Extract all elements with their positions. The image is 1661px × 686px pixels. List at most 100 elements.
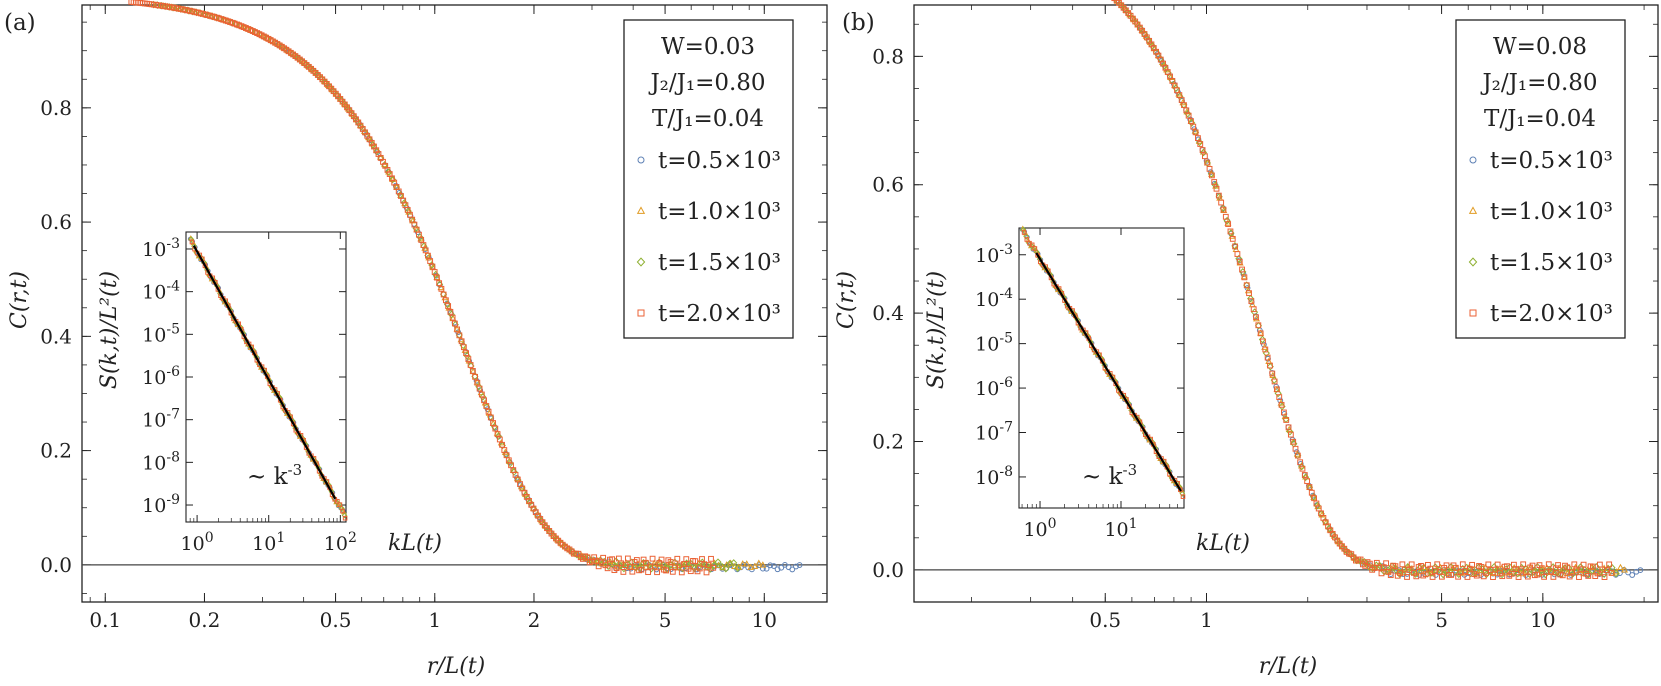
data-point-square	[1285, 424, 1292, 431]
data-point-square	[1550, 573, 1557, 580]
data-point-triangle	[453, 325, 461, 332]
data-point-circle	[1293, 449, 1300, 455]
data-point-diamond	[1490, 562, 1498, 571]
data-point-diamond	[569, 547, 577, 556]
y-tick-label: 0.4	[40, 324, 72, 348]
data-point-diamond	[706, 565, 714, 573]
legend-label-s2: t=1.0×10³	[658, 199, 781, 225]
panel-a-legend: W=0.03 J₂/J₁=0.80 T/J₁=0.04 t=0.5×10³ t=…	[623, 19, 794, 339]
data-point-square	[1280, 409, 1287, 416]
data-point-square	[692, 558, 699, 565]
data-point-square	[1485, 561, 1492, 568]
data-point-square	[629, 568, 636, 575]
data-point-triangle	[1253, 315, 1261, 322]
data-point-square	[1290, 438, 1297, 445]
panel-b-y-ticks: 0.0 0.2 0.4 0.6 0.8	[872, 23, 1658, 603]
data-point-circle	[793, 563, 799, 570]
data-point-square	[1215, 192, 1222, 199]
data-point-square	[638, 566, 645, 573]
data-point-circle	[778, 564, 785, 571]
data-point-square	[1197, 141, 1204, 147]
data-point-square	[1294, 452, 1301, 459]
data-point-square	[494, 431, 501, 437]
data-point-diamond	[1172, 84, 1180, 93]
data-point-square	[654, 569, 660, 576]
data-point-triangle	[747, 563, 755, 570]
inset-point-diamond	[1036, 256, 1043, 263]
inset-point-diamond	[1114, 384, 1121, 391]
data-point-triangle	[449, 314, 457, 322]
data-point-square	[1308, 489, 1315, 496]
inset-point-diamond	[191, 243, 197, 250]
data-point-diamond	[722, 564, 730, 573]
data-point-square	[1529, 562, 1536, 569]
data-point-square	[624, 555, 631, 562]
data-point-square	[1218, 199, 1225, 206]
data-point-square	[1408, 561, 1415, 568]
legend-param-t: T/J₁=0.04	[1484, 106, 1596, 132]
data-point-triangle	[1616, 563, 1624, 571]
data-point-square	[481, 397, 487, 404]
data-point-circle	[763, 565, 770, 572]
inset-point-diamond	[1179, 490, 1186, 497]
inset-point-diamond	[188, 236, 195, 243]
data-point-diamond	[1235, 254, 1243, 263]
x-tick-label: 0.5	[1089, 608, 1121, 632]
data-point-square	[1248, 298, 1255, 305]
data-point-square	[1243, 282, 1250, 289]
panel-a-inset-y-ticks: 10-3 10-4 10-5 10-6 10-7 10-8 10-9	[142, 236, 346, 517]
data-point-square	[615, 555, 622, 562]
data-point-diamond	[1529, 567, 1538, 576]
data-point-square	[436, 280, 443, 287]
data-point-circle	[1617, 570, 1623, 576]
panel-a: (a) 0.1 0.2 0.5 1 2 5 10 0.0 0.2 0.4 0.6 0.8 r/L(t…	[4, 0, 828, 679]
panel-b-frame	[913, 4, 1659, 603]
data-point-square	[1548, 568, 1554, 575]
data-point-square	[1271, 378, 1278, 385]
data-point-diamond	[1580, 566, 1589, 574]
data-point-square	[1608, 569, 1615, 576]
data-point-diamond	[1455, 570, 1463, 579]
data-point-square	[454, 326, 461, 333]
data-point-triangle	[743, 560, 751, 567]
panel-a-frame	[81, 4, 828, 603]
panel-b-inset-annotation: ~ k-3	[1082, 461, 1137, 490]
data-point-square	[1434, 561, 1441, 568]
data-point-diamond	[416, 233, 424, 242]
data-point-square	[1555, 562, 1561, 568]
legend-marker-s2	[636, 206, 646, 214]
data-point-square	[1383, 560, 1390, 567]
data-point-square	[1494, 561, 1501, 568]
data-point-square	[1222, 213, 1229, 220]
data-point-triangle	[1498, 564, 1506, 571]
panel-a-data	[128, 0, 803, 576]
data-point-square	[1399, 561, 1406, 568]
data-point-square	[1580, 561, 1587, 568]
legend-marker-s1	[1469, 156, 1477, 164]
panel-a-x-label: r/L(t)	[427, 654, 486, 679]
legend-label-s1: t=0.5×10³	[1490, 148, 1613, 174]
data-point-square	[667, 559, 674, 565]
data-point-diamond	[1364, 562, 1373, 570]
data-point-diamond	[400, 199, 408, 207]
inset-y-tick-label: 10-9	[142, 492, 180, 517]
data-point-square	[449, 314, 456, 321]
data-point-square	[433, 274, 440, 281]
x-tick-label: 1	[428, 608, 441, 632]
data-point-diamond	[734, 564, 742, 572]
data-point-square	[1520, 561, 1527, 568]
panel-a-y-ticks: 0.0 0.2 0.4 0.6 0.8	[40, 21, 827, 594]
data-point-square	[1473, 572, 1480, 579]
data-point-circle	[1629, 572, 1636, 578]
panel-b-inset-y-ticks: 10-3 10-4 10-5 10-6 10-7 10-8	[975, 242, 1184, 489]
data-point-diamond	[1274, 389, 1282, 398]
data-point-square	[1234, 251, 1241, 257]
data-point-square	[1274, 386, 1280, 393]
panel-b-inset-fit-line	[1035, 252, 1182, 492]
data-point-diamond	[1313, 501, 1321, 510]
data-point-square	[1190, 123, 1197, 130]
data-point-square	[1478, 564, 1485, 570]
legend-label-s4: t=2.0×10³	[1490, 301, 1613, 327]
data-point-square	[1225, 221, 1232, 227]
data-point-square	[1504, 563, 1510, 570]
